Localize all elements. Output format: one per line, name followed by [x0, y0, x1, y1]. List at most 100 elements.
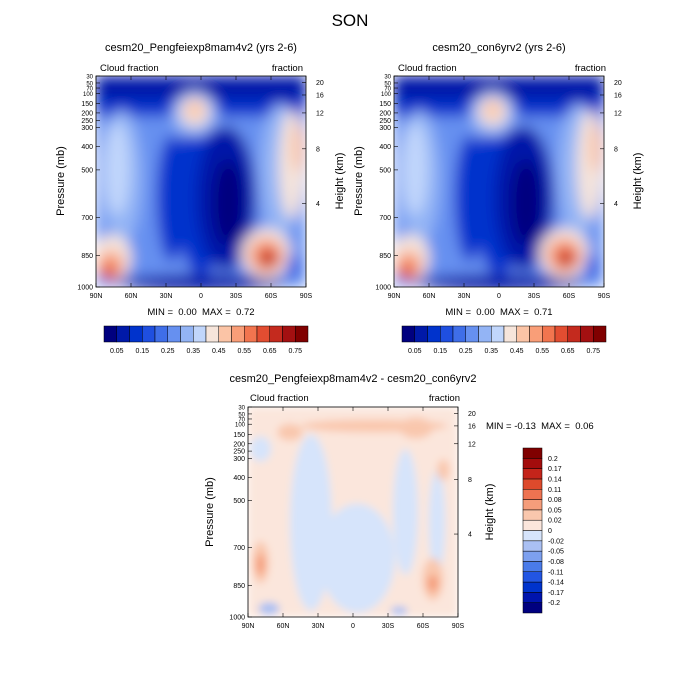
contour-region [256, 554, 265, 575]
colorbar-box [452, 325, 466, 343]
colorbar-label: 0.17 [548, 466, 562, 473]
contour-region [101, 263, 116, 281]
y2-tick-label: 4 [614, 201, 618, 208]
y-tick-label: 1000 [375, 285, 391, 292]
y-tick-label: 850 [81, 253, 93, 260]
contour-region [250, 436, 272, 462]
y2-tick-label: 20 [468, 411, 476, 418]
x-tick-label: 30S [230, 293, 243, 300]
x-tick-label: 30S [382, 623, 395, 630]
right-string: fraction [429, 393, 460, 404]
y-axis-label: Pressure (mb) [55, 146, 67, 216]
x-tick-label: 60N [277, 623, 290, 630]
left-string: Cloud fraction [100, 63, 159, 74]
contour-region [585, 253, 598, 279]
x-tick-label: 60S [265, 293, 278, 300]
colorbar-box [193, 325, 207, 343]
panel-left: cesm20_Pengfeiexp8mam4v2 (yrs 2-6) Cloud… [55, 42, 346, 355]
min-max-stats: MIN = 0.00 MAX = 0.71 [445, 307, 552, 318]
colorbar-label: -0.08 [548, 559, 564, 566]
x-tick-label: 90N [90, 293, 103, 300]
y2-tick-label: 16 [614, 92, 622, 99]
colorbar-label: -0.02 [548, 538, 564, 545]
colorbar-box [427, 325, 441, 343]
colorbar-box [522, 499, 543, 511]
colorbar-box [522, 509, 543, 521]
colorbar-label: 0.05 [408, 348, 422, 355]
x-ticks: 90N 60N 30N 0 30S 60S 90S [388, 76, 611, 300]
colorbar-label: 0.55 [237, 348, 251, 355]
colorbar: 0.05 0.15 0.25 0.35 0.45 0.55 0.65 0.75 [103, 325, 309, 355]
right-string: fraction [575, 63, 606, 74]
contour-region [402, 122, 428, 216]
contour-region [427, 575, 439, 592]
colorbar-box [503, 325, 517, 343]
colorbar-label: 0.75 [586, 348, 600, 355]
contour-region [319, 503, 396, 613]
colorbar-label: 0.45 [510, 348, 524, 355]
colorbar-box [180, 325, 194, 343]
colorbar-box [593, 325, 607, 343]
colorbar-box [522, 592, 543, 603]
y-tick-label: 200 [233, 441, 245, 448]
colorbar-box [205, 325, 219, 343]
y-tick-label: 200 [81, 110, 93, 117]
colorbar-label: 0.25 [459, 348, 473, 355]
y-tick-label: 100 [83, 92, 94, 98]
colorbar-box [522, 489, 543, 500]
contour-region [394, 76, 604, 100]
colorbar-box [129, 325, 143, 343]
y-tick-label: 30 [384, 75, 391, 81]
y-tick-label: 50 [384, 81, 391, 87]
contour-region [415, 274, 583, 287]
x-tick-label: 60N [125, 293, 138, 300]
colorbar-box [491, 325, 505, 343]
colorbar-box [522, 602, 543, 614]
y-axis-label: Pressure (mb) [204, 477, 216, 547]
panel-title: cesm20_con6yrv2 (yrs 2-6) [432, 42, 565, 54]
colorbar-label: 0 [548, 528, 552, 535]
colorbar-box [465, 325, 479, 343]
contour-region [277, 423, 303, 441]
y-tick-label: 1000 [229, 615, 245, 622]
y-tick-label: 30 [238, 406, 245, 412]
left-string: Cloud fraction [250, 393, 309, 404]
panel-diff: cesm20_Pengfeiexp8mam4v2 - cesm20_con6yr… [204, 373, 594, 630]
colorbar-box [295, 325, 309, 343]
colorbar-label: 0.55 [535, 348, 549, 355]
colorbar-box [244, 325, 258, 343]
colorbar-box [116, 325, 130, 343]
colorbar-label: 0.11 [548, 487, 561, 494]
x-tick-label: 0 [351, 623, 355, 630]
contour-region [437, 459, 450, 481]
colorbar-label: 0.65 [263, 348, 277, 355]
x-tick-label: 60S [417, 623, 430, 630]
colorbar-box [218, 325, 232, 343]
colorbar-label: 0.75 [288, 348, 302, 355]
panel-title: cesm20_Pengfeiexp8mam4v2 (yrs 2-6) [105, 42, 297, 54]
colorbar-box [522, 530, 543, 542]
figure-title: SON [332, 11, 369, 30]
left-string: Cloud fraction [398, 63, 457, 74]
y2-tick-label: 16 [316, 92, 324, 99]
y-tick-label: 300 [81, 125, 93, 132]
colorbar-box [167, 325, 181, 343]
field-shapes [96, 76, 306, 287]
colorbar-label: -0.05 [548, 549, 564, 556]
colorbar-label: 0.35 [484, 348, 498, 355]
x-tick-label: 90N [388, 293, 401, 300]
contour-region [213, 160, 243, 245]
contour-region [399, 417, 433, 439]
contour-region [484, 100, 502, 120]
y-tick-label: 50 [238, 412, 245, 418]
y-tick-label: 70 [384, 87, 391, 93]
y-tick-label: 30 [86, 75, 93, 81]
contour-region [392, 449, 419, 575]
right-string: fraction [272, 63, 303, 74]
x-tick-label: 0 [497, 293, 501, 300]
y-tick-label: 500 [81, 167, 93, 174]
y-tick-label: 150 [379, 101, 391, 108]
